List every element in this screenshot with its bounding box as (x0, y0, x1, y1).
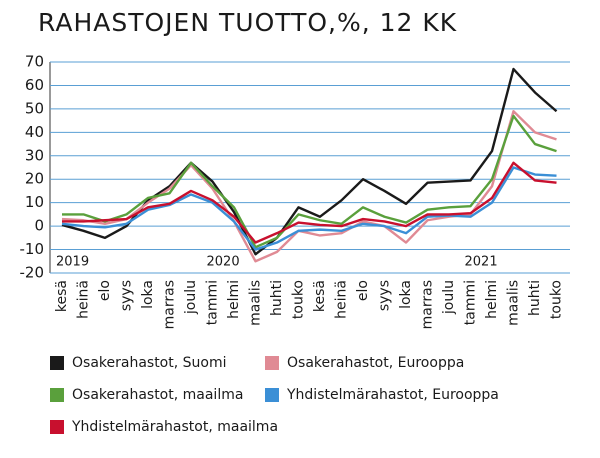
x-tick-label: touko (291, 280, 307, 319)
legend-label: Yhdistelmärahastot, maailma (71, 419, 278, 435)
legend-label: Osakerahastot, Eurooppa (287, 355, 464, 371)
x-tick-label: maalis (506, 280, 522, 326)
chart-title: RAHASTOJEN TUOTTO,%, 12 KK (38, 8, 457, 37)
legend-label: Yhdistelmärahastot, Eurooppa (286, 387, 499, 403)
x-tick-label: marras (162, 280, 178, 329)
x-tick-label: syys (377, 280, 393, 311)
y-tick-label: 60 (25, 76, 44, 94)
x-tick-label: marras (420, 280, 436, 329)
legend-swatch (50, 356, 64, 370)
y-tick-label: 20 (25, 170, 44, 188)
x-tick-label: loka (398, 280, 414, 309)
legend-label: Osakerahastot, Suomi (72, 355, 227, 371)
series-line (62, 114, 557, 249)
legend-swatch (265, 388, 279, 402)
legend-swatch (50, 388, 64, 402)
y-tick-label: 40 (25, 123, 44, 141)
x-tick-label: tammi (463, 280, 479, 325)
year-label: 2020 (207, 255, 240, 270)
x-tick-label: kesä (312, 280, 328, 312)
y-tick-label: 70 (25, 53, 44, 71)
x-tick-label: joulu (183, 280, 199, 315)
year-label: 2019 (56, 255, 89, 270)
x-tick-label: touko (549, 280, 565, 319)
series-line (62, 161, 557, 244)
x-tick-label: syys (119, 280, 135, 311)
y-tick-label: 50 (25, 99, 44, 117)
legend-swatch (50, 420, 64, 434)
x-tick-label: elo (355, 280, 371, 301)
x-tick-label: heinä (334, 280, 350, 319)
x-tick-label: tammi (205, 280, 221, 325)
x-tick-label: joulu (441, 280, 457, 315)
series-line (61, 166, 557, 251)
y-tick-label: -20 (20, 264, 45, 282)
x-tick-label: maalis (248, 280, 264, 326)
y-tick-label: 0 (34, 217, 44, 235)
legend-label: Osakerahastot, maailma (72, 387, 243, 403)
x-tick-label: huhti (269, 280, 285, 316)
x-tick-label: huhti (527, 280, 543, 316)
legend-swatch (265, 356, 279, 370)
series-line (61, 110, 557, 263)
x-tick-label: kesä (54, 280, 70, 312)
x-tick-label: loka (140, 280, 156, 309)
y-tick-label: 30 (25, 146, 44, 164)
x-tick-label: elo (97, 280, 113, 301)
y-tick-label: -10 (20, 240, 45, 258)
year-label: 2021 (465, 255, 498, 270)
y-tick-label: 10 (25, 193, 44, 211)
x-tick-label: helmi (226, 280, 242, 319)
x-tick-label: helmi (484, 280, 500, 319)
x-tick-label: heinä (76, 280, 92, 319)
